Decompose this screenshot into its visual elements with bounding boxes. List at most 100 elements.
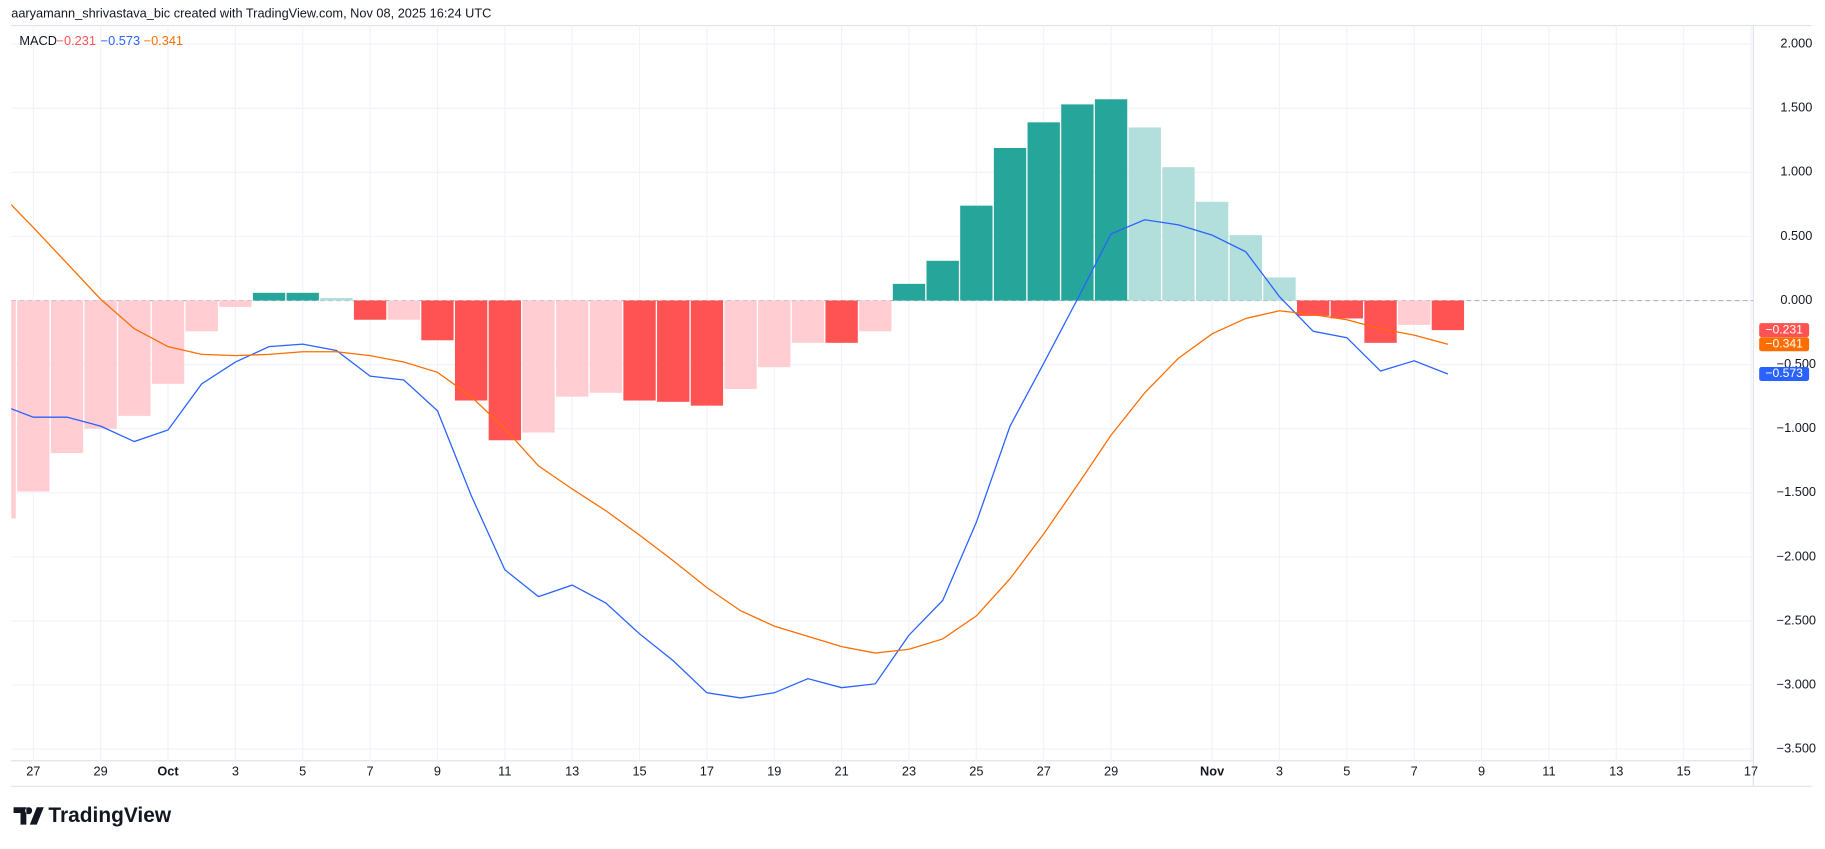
x-tick-label: 9 [434,764,441,779]
histogram-bar [454,300,488,401]
y-tick-label: −3.000 [1777,676,1816,691]
histogram-bar [589,300,623,393]
histogram-bar [219,300,252,307]
histogram-bar [387,300,420,320]
x-tick-label: 19 [767,764,781,779]
histogram-bar [1128,127,1161,301]
x-tick-label: 13 [565,764,579,779]
histogram-bar [960,205,993,301]
histogram-bar [1330,300,1364,319]
histogram-bar [926,260,959,301]
x-tick-label: 5 [1343,764,1350,779]
histogram-bar [1296,300,1330,316]
price-tag [1759,367,1810,381]
logo: TradingView [13,804,172,827]
plot-area [11,99,1754,699]
x-tick-label: 9 [1478,764,1485,779]
x-tick-label: 3 [1276,764,1283,779]
x-tick-label: 5 [299,764,306,779]
y-tick-label: −3.500 [1777,741,1816,756]
histogram-bar [1027,122,1060,301]
histogram-bar [1263,277,1296,301]
histogram-bar [252,292,286,301]
histogram-bar [118,300,151,416]
y-tick-label: 1.000 [1780,164,1812,179]
histogram-bar [724,300,757,389]
series-line [11,203,1449,654]
x-tick-label: 15 [632,764,646,779]
legend-value: −0.231 [57,33,96,48]
histogram-bar [758,300,791,368]
histogram-bar [84,300,117,429]
logo-icon [13,807,44,825]
y-tick-label: 1.500 [1780,100,1812,115]
price-tag [1759,323,1810,338]
x-tick-label: Nov [1200,764,1225,779]
y-tick-label: −1.500 [1777,484,1816,499]
indicator-name: MACD [19,33,57,48]
y-tick-label: −1.000 [1777,420,1816,435]
y-tick-label: −2.500 [1777,612,1816,627]
histogram-bar [1431,300,1465,331]
x-tick-label: 11 [1542,764,1555,779]
legend: MACD −0.231 −0.573 −0.341 [19,33,183,48]
histogram-bar [1398,300,1431,325]
price-tag-label: −0.231 [1765,322,1803,336]
histogram-bar [1195,201,1229,301]
logo-text: TradingView [48,804,171,827]
histogram-bar [825,300,858,343]
x-tick-label: 29 [1104,764,1118,779]
x-tick-label: 23 [902,764,916,779]
legend-value: −0.573 [101,33,140,48]
x-tick-label: 11 [498,764,511,779]
x-tick-label: 7 [367,764,374,779]
histogram-bar [1061,104,1094,301]
y-tick-label: −2.000 [1777,548,1816,563]
histogram-bar [623,300,656,401]
histogram-bar [859,300,892,332]
histogram-bar [286,292,319,301]
series-line [11,219,1449,699]
x-tick-label: 17 [1744,764,1758,779]
histogram-bar [1094,99,1128,301]
histogram-bar [892,283,926,301]
x-tick-label: Oct [157,764,179,779]
histogram-bar [1162,167,1195,301]
histogram-bar [993,147,1027,301]
x-tick-label: 3 [232,764,239,779]
histogram-bar [151,300,185,384]
histogram-bar [50,300,84,454]
x-tick-label: 17 [700,764,714,779]
x-tick-label: 27 [26,764,40,779]
grid [11,25,1754,761]
histogram-bar [488,300,521,441]
histogram-bar [556,300,589,397]
price-tag-label: −0.573 [1765,366,1803,380]
y-tick-label: 2.000 [1780,36,1812,51]
price-tag [1759,337,1810,352]
attribution: aaryamann_shrivastava_bic created with T… [11,5,491,20]
histogram-bar [185,300,218,332]
y-tick-label: 0.500 [1780,228,1812,243]
legend-value: −0.341 [144,33,183,48]
x-tick-label: 25 [969,764,983,779]
histogram-bar [17,300,50,492]
histogram-bar [791,300,825,343]
histogram-bar [690,300,724,406]
x-tick-label: 15 [1677,764,1691,779]
histogram-bar [657,300,690,402]
x-tick-label: 29 [94,764,108,779]
x-tick-label: 13 [1609,764,1623,779]
histogram-bar [522,300,555,433]
x-tick-label: 21 [835,764,849,779]
y-tick-label: 0.000 [1780,292,1812,307]
axes: 2.0001.5001.0000.5000.000−0.500−1.000−1.… [26,36,1816,779]
histogram-bar [1364,300,1397,343]
histogram-bar [320,297,353,301]
x-tick-label: 27 [1037,764,1051,779]
price-tag-label: −0.341 [1765,336,1803,350]
histogram-bar [421,300,454,341]
